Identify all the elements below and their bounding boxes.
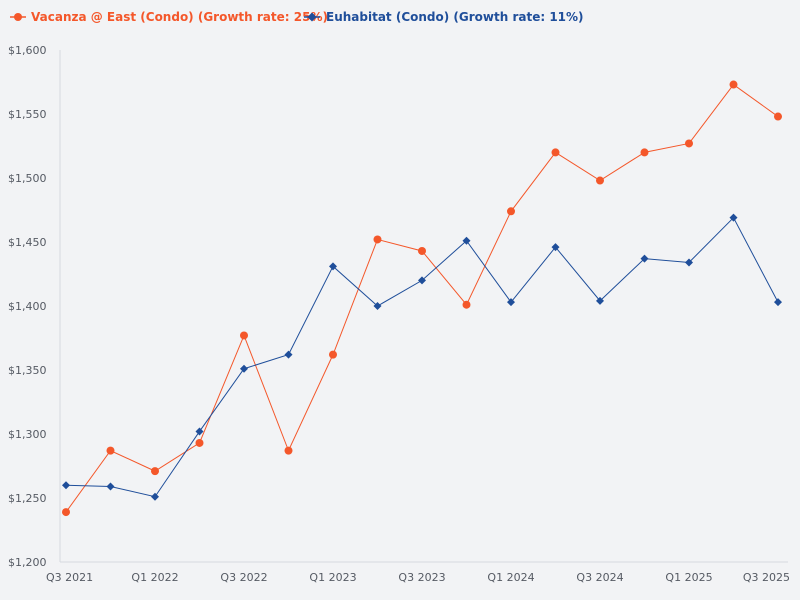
- y-tick-label: $1,600: [8, 44, 47, 57]
- data-point[interactable]: [240, 331, 248, 340]
- legend-marker-vacanza: [14, 13, 22, 21]
- data-point[interactable]: [373, 302, 382, 310]
- data-point[interactable]: [640, 254, 649, 263]
- y-tick-label: $1,550: [8, 108, 47, 121]
- data-point[interactable]: [62, 508, 70, 517]
- data-point[interactable]: [551, 243, 560, 252]
- data-point[interactable]: [729, 213, 738, 222]
- y-tick-label: $1,200: [8, 556, 47, 569]
- x-tick-label: Q3 2025: [743, 571, 790, 584]
- data-point[interactable]: [685, 139, 693, 148]
- data-point[interactable]: [507, 207, 515, 216]
- legend-marker-euhabitat: [307, 12, 317, 22]
- data-point[interactable]: [418, 246, 426, 255]
- data-point[interactable]: [640, 148, 649, 157]
- x-tick-label: Q1 2022: [131, 571, 178, 584]
- y-tick-label: $1,300: [8, 428, 47, 441]
- y-axis: $1,200 $1,250 $1,300 $1,350 $1,400 $1,450 $1,5…: [8, 44, 61, 569]
- y-tick-label: $1,450: [8, 236, 47, 249]
- y-tick-label: $1,500: [8, 172, 47, 185]
- series-line-0: [65, 83, 779, 513]
- x-tick-label: Q3 2024: [576, 571, 623, 584]
- x-tick-label: Q3 2022: [220, 571, 267, 584]
- data-point[interactable]: [507, 298, 515, 307]
- data-point[interactable]: [195, 427, 204, 436]
- y-tick-label: $1,250: [8, 492, 47, 505]
- data-point[interactable]: [62, 481, 70, 490]
- x-tick-label: Q1 2025: [665, 571, 712, 584]
- y-tick-label: $1,350: [8, 364, 47, 377]
- data-point[interactable]: [596, 176, 604, 185]
- legend: Vacanza @ East (Condo) (Growth rate: 25%…: [10, 10, 584, 24]
- data-point[interactable]: [106, 482, 115, 491]
- data-point[interactable]: [685, 258, 693, 267]
- data-point[interactable]: [462, 300, 471, 309]
- data-point[interactable]: [329, 262, 337, 271]
- legend-label-euhabitat: Euhabitat (Condo) (Growth rate: 11%): [326, 10, 584, 24]
- legend-item-vacanza[interactable]: Vacanza @ East (Condo) (Growth rate: 25%…: [10, 10, 328, 24]
- data-point[interactable]: [373, 235, 382, 244]
- x-tick-label: Q3 2023: [398, 571, 445, 584]
- data-point[interactable]: [106, 446, 115, 455]
- legend-label-vacanza: Vacanza @ East (Condo) (Growth rate: 25%…: [31, 10, 328, 24]
- data-point[interactable]: [418, 276, 426, 285]
- data-point[interactable]: [551, 148, 560, 157]
- data-point[interactable]: [596, 296, 604, 305]
- data-point[interactable]: [240, 364, 248, 373]
- data-point[interactable]: [329, 350, 337, 359]
- data-point[interactable]: [151, 467, 159, 476]
- data-point[interactable]: [284, 446, 293, 455]
- data-point[interactable]: [284, 350, 293, 359]
- x-tick-label: Q1 2023: [309, 571, 356, 584]
- data-point[interactable]: [195, 438, 204, 447]
- data-point[interactable]: [462, 236, 471, 245]
- data-point[interactable]: [729, 80, 738, 89]
- data-point[interactable]: [774, 112, 782, 121]
- x-axis: Q3 2021 Q1 2022 Q3 2022 Q1 2023 Q3 2023 Q1 20…: [46, 561, 790, 584]
- x-tick-label: Q1 2024: [487, 571, 534, 584]
- plot-area: [62, 80, 782, 517]
- data-point[interactable]: [774, 298, 782, 307]
- legend-item-euhabitat[interactable]: Euhabitat (Condo) (Growth rate: 11%): [304, 10, 584, 24]
- series-line-1: [65, 216, 779, 498]
- data-point[interactable]: [151, 492, 159, 501]
- x-tick-label: Q3 2021: [46, 571, 93, 584]
- y-tick-label: $1,400: [8, 300, 47, 313]
